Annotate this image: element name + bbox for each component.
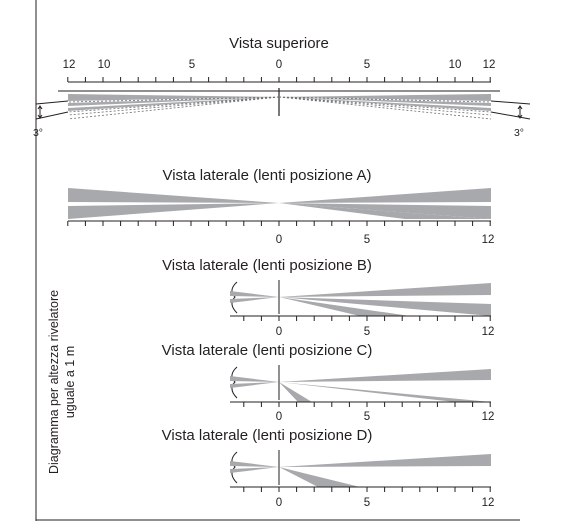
top-view: Vista superiore 12 10 5 0 5 10 12 (33, 35, 531, 139)
angle-marker-right (517, 105, 523, 119)
side-note: Diagramma per altezza rivelatore uguale … (47, 290, 77, 474)
top-scale-label-0: 0 (276, 59, 282, 71)
side-view-c-label-12: 12 (482, 411, 495, 423)
top-scale-label-10-left: 10 (98, 59, 111, 71)
top-scale-ruler (67, 77, 491, 83)
top-view-title: Vista superiore (229, 35, 329, 52)
angle-label-left: 3° (33, 127, 43, 139)
side-view-c-detector-bracket (231, 366, 238, 399)
side-view-c-ruler (230, 401, 491, 407)
outer-frame (35, 0, 520, 521)
side-view-b: Vista laterale (lenti posizione B) 0 5 1… (162, 257, 494, 338)
side-view-d-detector-bracket (231, 451, 238, 484)
side-view-d-label-12: 12 (482, 497, 495, 509)
side-view-d-label-5: 5 (364, 497, 370, 509)
side-view-d-ruler (230, 486, 491, 492)
side-view-b-label-5: 5 (364, 326, 370, 338)
side-view-a-beams (68, 188, 491, 219)
side-view-b-label-12: 12 (482, 326, 495, 338)
side-view-d-label-0: 0 (276, 497, 282, 509)
side-view-c-title: Vista laterale (lenti posizione C) (162, 342, 373, 359)
angle-marker-left (37, 105, 43, 119)
top-scale-label-12-right: 12 (483, 59, 496, 71)
side-note-line2: uguale a 1 m (63, 346, 77, 418)
side-view-a: Vista laterale (lenti posizione A) 0 5 1… (67, 167, 495, 246)
top-reference-lines (58, 88, 500, 116)
side-view-c: Vista laterale (lenti posizione C) 0 5 1… (162, 342, 495, 423)
side-view-b-title: Vista laterale (lenti posizione B) (162, 257, 372, 274)
side-view-c-label-5: 5 (364, 411, 370, 423)
side-note-line1: Diagramma per altezza rivelatore (47, 290, 61, 474)
side-view-b-detector-bracket (231, 281, 238, 314)
side-view-a-label-0: 0 (276, 234, 282, 246)
top-scale-label-10-right: 10 (449, 59, 462, 71)
side-view-b-beams (230, 283, 491, 316)
side-view-c-label-0: 0 (276, 411, 282, 423)
top-beam-fan-left (35, 94, 280, 120)
side-view-d-title: Vista laterale (lenti posizione D) (162, 427, 373, 444)
top-scale-label-5-right: 5 (364, 59, 370, 71)
top-beam-fan-right (278, 94, 531, 120)
top-scale-label-12-left: 12 (63, 59, 76, 71)
side-view-a-label-12: 12 (482, 234, 495, 246)
side-view-a-ruler (67, 220, 491, 226)
side-view-b-ruler (230, 315, 491, 321)
side-view-d-beams (230, 454, 491, 487)
top-scale-label-5-left: 5 (189, 59, 195, 71)
side-view-b-label-0: 0 (276, 326, 282, 338)
angle-label-right: 3° (514, 127, 524, 139)
side-view-c-beams (230, 369, 491, 402)
side-view-d: Vista laterale (lenti posizione D) 0 5 1… (162, 427, 495, 509)
side-view-a-title: Vista laterale (lenti posizione A) (162, 167, 371, 184)
side-view-a-label-5: 5 (364, 234, 370, 246)
